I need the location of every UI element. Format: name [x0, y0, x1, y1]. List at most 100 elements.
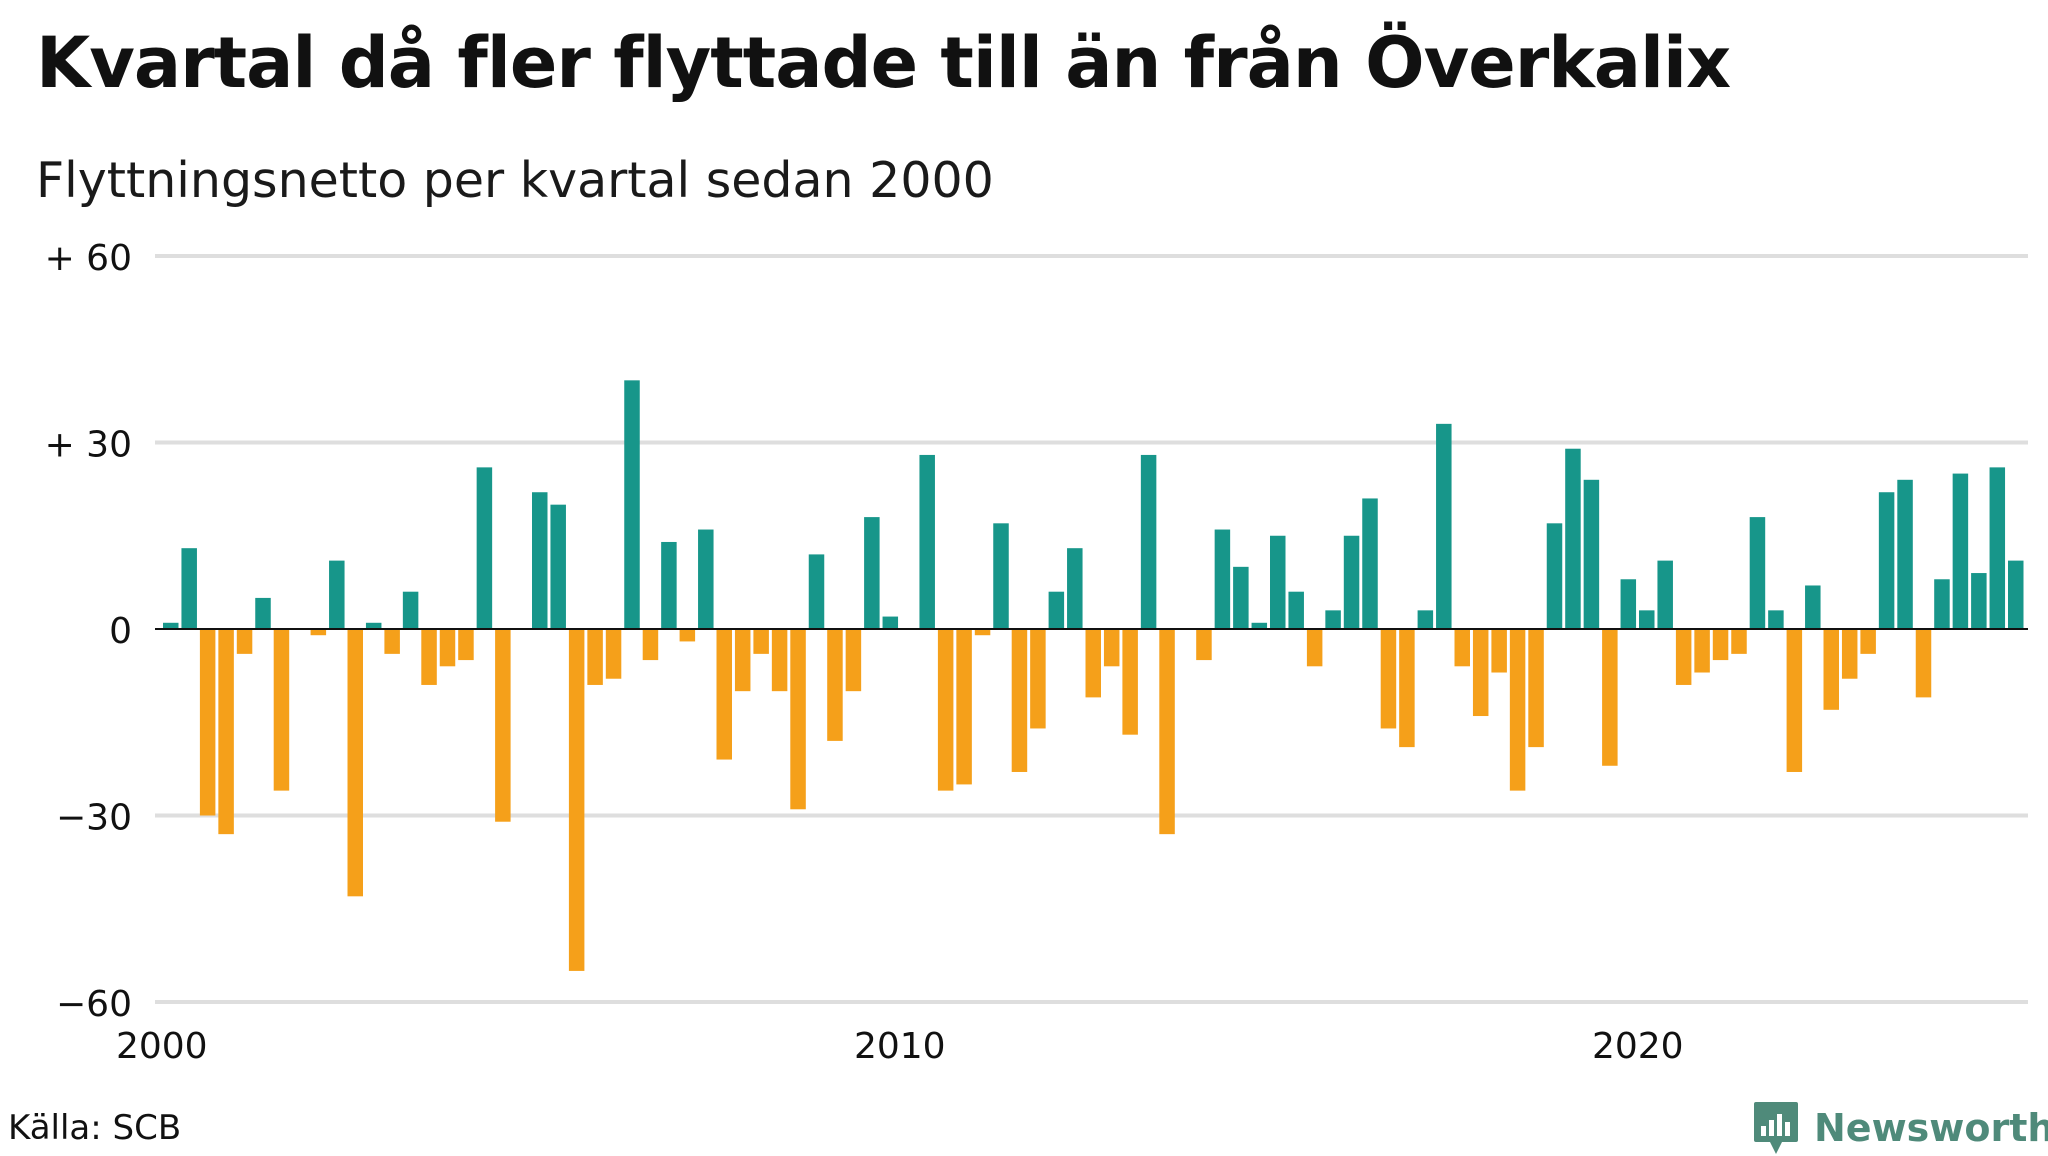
- bar: [1989, 467, 2006, 629]
- bar: [642, 629, 659, 661]
- bar: [1454, 629, 1470, 667]
- bar: [1971, 573, 1987, 629]
- chart-subtitle: Flyttningsnetto per kvartal sedan 2000: [36, 152, 994, 209]
- chart-title: Kvartal då fler flyttade till än från Öv…: [36, 22, 1731, 104]
- bar: [1915, 629, 1932, 698]
- bar: [1214, 529, 1231, 629]
- brand-logo: Newsworthy: [1752, 1100, 2048, 1156]
- source-note: Källa: SCB: [8, 1108, 182, 1148]
- bar: [1749, 517, 1766, 629]
- bar: [661, 541, 677, 629]
- bar: [1694, 629, 1710, 673]
- bar: [587, 629, 603, 685]
- y-tick-label: −60: [56, 984, 132, 1025]
- bar: [1491, 629, 1507, 673]
- bar: [568, 629, 585, 971]
- bar: [218, 629, 234, 835]
- bar: [1805, 585, 1821, 629]
- bar: [421, 629, 437, 685]
- bar: [1712, 629, 1729, 661]
- bar: [1731, 629, 1747, 654]
- bar: [476, 467, 493, 629]
- bar: [1675, 629, 1692, 685]
- bar: [716, 629, 732, 760]
- bar: [1417, 610, 1434, 629]
- bar: [1841, 629, 1858, 679]
- bar: [439, 629, 456, 667]
- bar: [199, 629, 216, 816]
- bar: [550, 504, 566, 629]
- bar: [1067, 548, 1083, 629]
- bar: [1509, 629, 1526, 791]
- bar: [974, 629, 991, 636]
- bar: [1288, 591, 1304, 629]
- x-tick-label: 2020: [1592, 1026, 1684, 1067]
- bar: [1528, 629, 1544, 748]
- bar: [919, 454, 935, 629]
- y-tick-label: 0: [109, 611, 132, 652]
- bar: [1159, 629, 1175, 835]
- bar: [1565, 448, 1581, 629]
- bar: [827, 629, 843, 741]
- x-tick-label: 2010: [854, 1026, 946, 1067]
- bar: [384, 629, 400, 654]
- bar: [1325, 610, 1341, 629]
- bar: [1878, 492, 1895, 629]
- bar: [1602, 629, 1618, 766]
- bar: [1048, 591, 1065, 629]
- bar: [1897, 479, 1913, 629]
- bar: [163, 622, 179, 629]
- bar: [1399, 629, 1415, 748]
- bar: [1011, 629, 1028, 772]
- bar: [255, 597, 271, 629]
- bar: [1270, 535, 1286, 629]
- y-tick-label: + 30: [45, 425, 132, 466]
- bar: [1657, 560, 1673, 629]
- bar: [1639, 610, 1655, 629]
- grid-lines: [155, 254, 2028, 1004]
- bar: [495, 629, 511, 822]
- bar: [1768, 610, 1784, 629]
- bar: [1030, 629, 1046, 729]
- bar: [1786, 629, 1803, 772]
- bar: [2008, 560, 2024, 629]
- bar: [734, 629, 751, 692]
- bar: [1436, 423, 1452, 629]
- bar: [771, 629, 788, 692]
- y-tick-label: −30: [56, 798, 132, 839]
- bar: [1380, 629, 1397, 729]
- bar: [753, 629, 769, 654]
- bar: [845, 629, 862, 692]
- bar: [1196, 629, 1212, 661]
- bar: [273, 629, 290, 791]
- bar: [1823, 629, 1839, 710]
- bar: [624, 380, 640, 629]
- bar: [1233, 566, 1249, 629]
- bar: [1122, 629, 1138, 735]
- y-tick-label: + 60: [45, 238, 132, 279]
- brand-name: Newsworthy: [1814, 1106, 2048, 1150]
- bar: [1140, 454, 1157, 629]
- bar: [1343, 535, 1360, 629]
- bar: [347, 629, 363, 897]
- bar: [882, 616, 899, 629]
- bar: [808, 554, 825, 629]
- bar: [1952, 473, 1969, 629]
- bar: [236, 629, 253, 654]
- bar: [1860, 629, 1876, 654]
- bar: [605, 629, 622, 679]
- bar: [365, 622, 382, 629]
- bar: [1934, 579, 1950, 629]
- bar: [698, 529, 714, 629]
- newsworthy-logo-icon: [1754, 1102, 1798, 1154]
- bar: [532, 492, 548, 629]
- bar: [181, 548, 197, 629]
- bar: [1620, 579, 1637, 629]
- bar: [1306, 629, 1323, 667]
- bar: [864, 517, 880, 629]
- bar: [1251, 622, 1268, 629]
- bar: [937, 629, 954, 791]
- x-tick-label: 2000: [116, 1026, 208, 1067]
